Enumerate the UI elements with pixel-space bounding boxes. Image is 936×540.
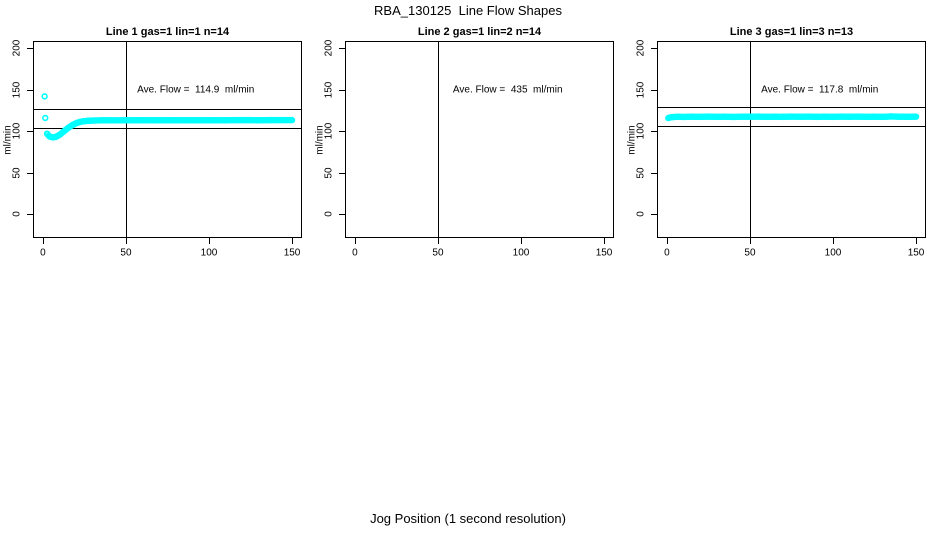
- x-tick-label: 0: [352, 247, 358, 259]
- plot-area: [33, 41, 302, 238]
- y-tick-label: 200: [635, 39, 647, 57]
- y-tick: [27, 173, 33, 174]
- x-tick: [604, 238, 605, 244]
- y-tick: [339, 214, 345, 215]
- y-tick: [27, 214, 33, 215]
- flow-panel-line1: Line 1 gas=1 lin=1 n=14 ml/min Ave. Flow…: [0, 0, 312, 280]
- y-tick-label: 0: [635, 211, 647, 217]
- x-tick-label: 150: [283, 247, 301, 259]
- x-tick: [126, 238, 127, 244]
- x-tick: [355, 238, 356, 244]
- y-tick-label: 200: [323, 39, 335, 57]
- ave-flow-annotation: Ave. Flow = 117.8 ml/min: [761, 84, 879, 96]
- x-tick: [43, 238, 44, 244]
- x-tick-label: 50: [744, 247, 756, 259]
- panel-title: Line 1 gas=1 lin=1 n=14: [105, 26, 230, 38]
- panel-title: Line 2 gas=1 lin=2 n=14: [417, 26, 542, 38]
- x-axis-label: Jog Position (1 second resolution): [370, 511, 566, 526]
- y-tick-label: 150: [11, 81, 23, 99]
- x-tick-label: 100: [200, 247, 218, 259]
- plot-area: [657, 41, 926, 238]
- y-tick-label: 100: [11, 122, 23, 140]
- x-tick: [521, 238, 522, 244]
- x-tick-label: 100: [824, 247, 842, 259]
- plot-border: [345, 41, 614, 238]
- y-tick-label: 100: [635, 122, 647, 140]
- y-tick: [651, 48, 657, 49]
- x-tick-label: 100: [512, 247, 530, 259]
- y-tick: [651, 214, 657, 215]
- reference-lines: [657, 41, 926, 238]
- y-tick-label: 50: [323, 167, 335, 179]
- y-tick: [339, 90, 345, 91]
- y-tick: [651, 131, 657, 132]
- data-series: [666, 113, 920, 121]
- panel-title: Line 3 gas=1 lin=3 n=13: [729, 26, 854, 38]
- plot-area: [345, 41, 614, 238]
- outlier-points: [41, 93, 49, 122]
- x-tick-label: 50: [432, 247, 444, 259]
- y-tick: [27, 48, 33, 49]
- plot-border: [657, 41, 926, 238]
- y-tick-label: 150: [323, 81, 335, 99]
- y-tick: [27, 90, 33, 91]
- ave-flow-annotation: Ave. Flow = 435 ml/min: [452, 84, 563, 96]
- x-tick: [209, 238, 210, 244]
- x-tick: [916, 238, 917, 244]
- y-tick: [339, 173, 345, 174]
- ave-flow-annotation: Ave. Flow = 114.9 ml/min: [137, 84, 255, 96]
- flow-panel-line3: Line 3 gas=1 lin=3 n=13 ml/min Ave. Flow…: [624, 0, 936, 280]
- x-tick-label: 50: [120, 247, 132, 259]
- y-tick-label: 100: [323, 122, 335, 140]
- outlier-points: [665, 114, 672, 122]
- y-tick-label: 50: [635, 167, 647, 179]
- y-tick: [339, 48, 345, 49]
- y-tick-label: 200: [11, 39, 23, 57]
- x-tick-label: 0: [664, 247, 670, 259]
- x-tick: [750, 238, 751, 244]
- y-tick: [651, 90, 657, 91]
- x-tick-label: 0: [40, 247, 46, 259]
- x-tick: [667, 238, 668, 244]
- y-tick: [651, 173, 657, 174]
- x-tick: [833, 238, 834, 244]
- y-tick-label: 50: [11, 167, 23, 179]
- page-title: RBA_130125 Line Flow Shapes: [374, 3, 562, 18]
- y-tick-label: 150: [635, 81, 647, 99]
- y-tick-label: 0: [323, 211, 335, 217]
- x-tick-label: 150: [595, 247, 613, 259]
- y-tick: [27, 131, 33, 132]
- plot-border: [33, 41, 302, 238]
- x-tick: [292, 238, 293, 244]
- y-tick: [339, 131, 345, 132]
- data-series: [43, 116, 296, 141]
- reference-lines: [33, 41, 302, 238]
- x-tick: [438, 238, 439, 244]
- x-tick-label: 150: [907, 247, 925, 259]
- flow-panel-line2: Line 2 gas=1 lin=2 n=14 ml/min Ave. Flow…: [312, 0, 624, 280]
- y-tick-label: 0: [11, 211, 23, 217]
